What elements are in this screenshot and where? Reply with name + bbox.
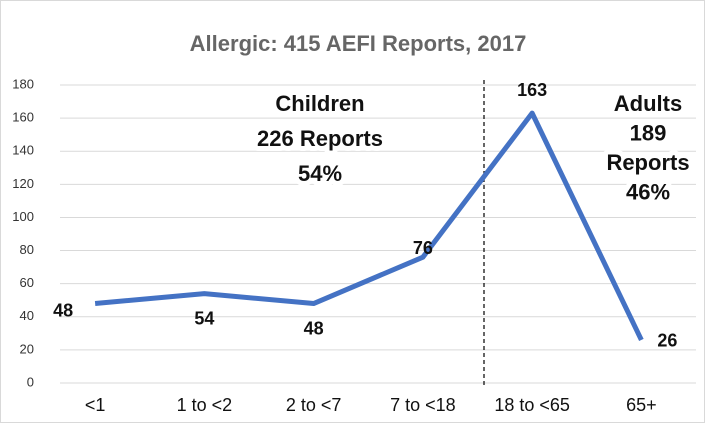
x-tick-label: <1 <box>85 395 106 415</box>
data-label: 26 <box>657 331 677 351</box>
annotation: Reports <box>606 150 689 175</box>
y-tick-label: 180 <box>12 76 34 91</box>
annotation: 54% <box>298 161 342 186</box>
y-tick-label: 60 <box>20 275 34 290</box>
annotation: Children <box>275 91 364 116</box>
data-label: 54 <box>194 308 214 328</box>
y-tick-label: 20 <box>20 341 34 356</box>
x-tick-label: 2 to <7 <box>286 395 342 415</box>
y-tick-label: 0 <box>27 374 34 389</box>
x-tick-label: 1 to <2 <box>177 395 233 415</box>
data-label: 76 <box>413 238 433 258</box>
annotation: 226 Reports <box>257 126 383 151</box>
y-tick-label: 40 <box>20 308 34 323</box>
y-tick-label: 100 <box>12 209 34 224</box>
data-label: 48 <box>304 318 324 338</box>
y-tick-label: 140 <box>12 143 34 158</box>
annotation: Adults <box>614 91 682 116</box>
chart-title: Allergic: 415 AEFI Reports, 2017 <box>190 31 527 56</box>
x-tick-label: 65+ <box>626 395 657 415</box>
annotation: 189 <box>630 120 667 145</box>
data-label: 163 <box>517 80 547 100</box>
x-tick-label: 18 to <65 <box>494 395 570 415</box>
data-label: 48 <box>53 300 73 320</box>
annotation: 46% <box>626 179 670 204</box>
y-tick-label: 160 <box>12 110 34 125</box>
y-tick-label: 120 <box>12 176 34 191</box>
y-tick-label: 80 <box>20 242 34 257</box>
x-tick-label: 7 to <18 <box>390 395 456 415</box>
data-line <box>94 110 644 342</box>
